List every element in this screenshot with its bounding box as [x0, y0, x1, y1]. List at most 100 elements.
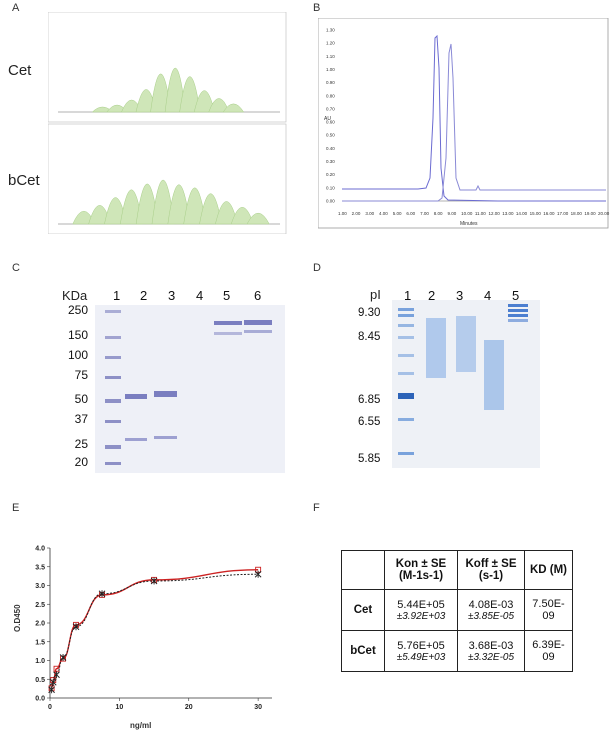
chromatogram-x-tick: 17.00: [557, 211, 569, 216]
elisa-point-bcet: [49, 678, 57, 686]
elisa-x-tick: 10: [115, 704, 123, 711]
elisa-y-tick: 2.0: [35, 621, 45, 628]
panel-a-letter: A: [12, 2, 20, 14]
sds-page-gel: [95, 305, 285, 473]
chromatogram-y-tick: 0.60: [326, 120, 335, 125]
cet-kon-cell: 5.44E+05 ±3.92E+03: [384, 589, 458, 631]
chromatogram-y-tick: 0.50: [326, 133, 335, 138]
ief-ladder-bands: [398, 308, 414, 455]
sds-lane-label: 6: [254, 288, 262, 303]
panel-d-letter: D: [313, 262, 321, 274]
bcet-label: bCet: [8, 172, 40, 189]
elisa-point-bcet: [98, 590, 106, 598]
chromatogram-y-tick: 0.90: [326, 80, 335, 85]
elisa-y-tick: 2.5: [35, 602, 45, 609]
chromatogram-y-tick: 0.40: [326, 146, 335, 151]
elisa-point-bcet: [59, 654, 67, 661]
chromatogram: AU 1.30 1.20 1.10 1.00 0.90 0.80 0.70 0.60 0.50 0…: [318, 18, 610, 229]
chromatogram-y-tick: 0.20: [326, 172, 335, 177]
chromatogram-y-ticks: 1.30 1.20 1.10 1.00 0.90 0.80 0.70 0.60 0.50 0.40…: [326, 28, 335, 204]
elisa-curve-cet: [50, 569, 259, 689]
row-bcet-name: bCet: [341, 630, 385, 672]
sds-marker-label: 25: [74, 437, 88, 451]
ief-marker-label: 6.85: [358, 394, 381, 406]
chromatogram-x-tick: 18.00: [571, 211, 583, 216]
ief-lane-label: 2: [428, 288, 436, 303]
panel-e-letter: E: [12, 502, 20, 514]
ief-marker-label: 9.30: [358, 307, 381, 319]
elisa-y-label: O.D450: [13, 604, 22, 632]
elisa-y-tick: 3.0: [35, 583, 45, 590]
chromatogram-x-tick: 4.00: [379, 211, 388, 216]
elisa-x-label: ng/ml: [130, 721, 151, 730]
elisa-axes: 0.0 0.5 1.0 1.5 2.0 2.5 3.0 3.5 4.0 0 10 20 30: [35, 546, 272, 711]
chromatogram-x-tick: 2.00: [352, 211, 361, 216]
elisa-x-tick: 20: [185, 704, 193, 711]
bcet-kd: 6.39E-09: [524, 630, 573, 672]
table-row: Cet 5.44E+05 ±3.92E+03 4.08E-03 ±3.85E-0…: [341, 589, 573, 631]
chromatogram-x-label: Minutes: [460, 221, 478, 227]
elisa-x-tick: 30: [254, 704, 262, 711]
elisa-point-bcet: [72, 623, 80, 631]
row-cet-name: Cet: [341, 589, 385, 631]
ief-lane-label: 1: [404, 288, 412, 303]
chromatogram-x-tick: 12.00: [489, 211, 501, 216]
bcet-trace: [342, 43, 606, 202]
bcet-kon-se: ±5.49E+03: [396, 651, 446, 663]
ief-lane-label: 3: [456, 288, 464, 303]
chromatogram-x-tick: 15.00: [530, 211, 542, 216]
sds-marker-label: 250: [67, 303, 88, 317]
bcet-kon: 5.76E+05: [397, 639, 445, 652]
chromatogram-y-tick: 0.70: [326, 106, 335, 111]
cet-kd: 7.50E-09: [524, 589, 573, 631]
chromatogram-y-tick: 0.80: [326, 93, 335, 98]
chromatogram-y-tick: 0.30: [326, 159, 335, 164]
sds-marker-label: 150: [67, 328, 88, 342]
cet-label: Cet: [8, 62, 32, 79]
cet-koff: 4.08E-03: [468, 598, 514, 611]
elisa-chart: 0.0 0.5 1.0 1.5 2.0 2.5 3.0 3.5 4.0 0 10 20 30 ng/ml…: [13, 546, 272, 730]
ief-marker-label: 6.55: [358, 416, 381, 428]
sds-marker-label: 37: [74, 412, 88, 426]
cet-trace: [342, 34, 606, 202]
sds-marker-label: 100: [67, 348, 88, 362]
sds-marker-label: 75: [74, 368, 88, 382]
elisa-y-tick: 1.5: [35, 639, 45, 646]
chromatogram-y-tick: 1.30: [326, 28, 335, 33]
chromatogram-x-ticks: 1.00 2.00 3.00 4.00 5.00 6.00 7.00 8.00 9.00 10.0…: [338, 211, 610, 216]
kd-header: KD (M): [524, 550, 573, 590]
chromatogram-y-tick: 1.20: [326, 41, 335, 46]
elisa-y-tick: 1.0: [35, 658, 45, 665]
chromatogram-x-tick: 19.00: [584, 211, 596, 216]
sample-bands: [125, 320, 272, 441]
elisa-point-bcet: [53, 671, 60, 679]
chromatogram-y-tick: 0.00: [326, 199, 335, 204]
cet-spectrum-peaks: [91, 67, 245, 113]
header-empty-cell: [341, 550, 385, 590]
elisa-y-tick: 3.5: [35, 564, 45, 571]
spectrum-peak: [246, 212, 270, 225]
koff-header-line2: (s-1): [478, 570, 504, 582]
chromatogram-x-tick: 20.00: [598, 211, 610, 216]
sds-lane-label: 1: [113, 288, 121, 303]
chromatogram-x-tick: 16.00: [543, 211, 555, 216]
chromatogram-x-tick: 3.00: [365, 211, 374, 216]
chromatogram-x-tick: 8.00: [434, 211, 443, 216]
panel-b-letter: B: [313, 2, 321, 14]
kon-header-line2: (M-1s-1): [398, 570, 444, 582]
elisa-point-bcet: [150, 577, 158, 585]
bcet-koff-cell: 3.68E-03 ±3.32E-05: [457, 630, 525, 672]
bcet-koff: 3.68E-03: [468, 639, 514, 652]
chromatogram-y-label: AU: [324, 116, 331, 122]
chromatogram-x-tick: 10.00: [461, 211, 473, 216]
ief-gel: [392, 300, 540, 468]
elisa-point-bcet: [48, 686, 55, 694]
elisa-point-bcet: [254, 570, 262, 578]
chromatogram-x-tick: 9.00: [447, 211, 456, 216]
sds-lane-label: 2: [140, 288, 148, 303]
sds-marker-label: 20: [74, 455, 88, 469]
elisa-curve-bcet: [51, 573, 259, 691]
chromatogram-x-tick: 1.00: [338, 211, 347, 216]
elisa-y-tick: 4.0: [35, 546, 45, 553]
elisa-series: [48, 566, 262, 694]
